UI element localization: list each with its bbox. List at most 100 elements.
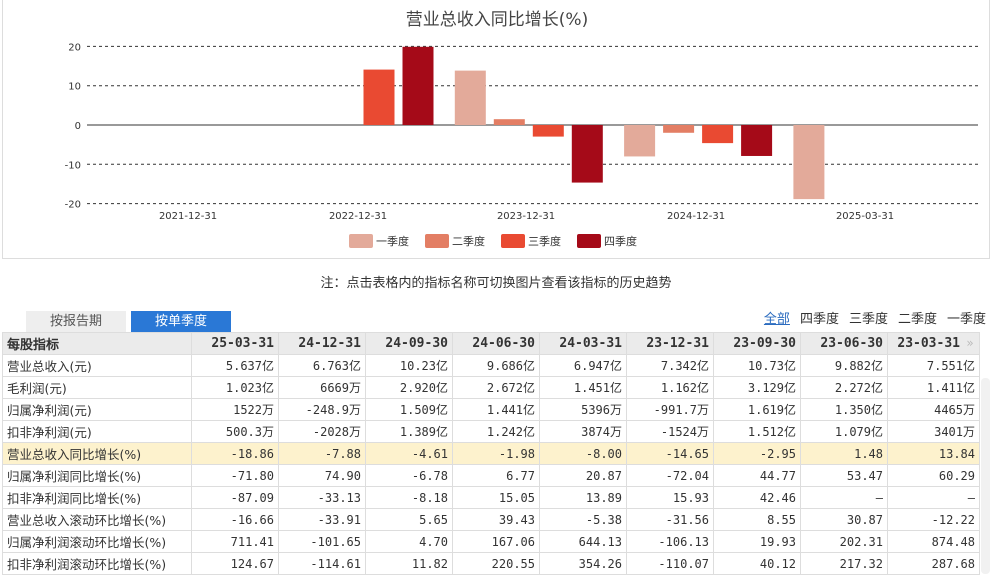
table-cell: -16.66 — [191, 508, 279, 531]
indicator-name[interactable]: 扣非净利润同比增长(%) — [2, 486, 192, 509]
table-cell: -114.61 — [278, 552, 366, 575]
header-period[interactable]: 25-03-31 — [191, 332, 279, 355]
table-cell: 2.920亿 — [365, 376, 453, 399]
table-cell: 11.82 — [365, 552, 453, 575]
bar-2023-12-31[interactable] — [571, 125, 603, 183]
legend-swatch[interactable] — [501, 234, 525, 248]
bar-2024-12-31[interactable] — [741, 125, 773, 156]
table-cell: -8.18 — [365, 486, 453, 509]
table-cell: -7.88 — [278, 442, 366, 465]
indicator-name[interactable]: 营业总收入滚动环比增长(%) — [2, 508, 192, 531]
legend-swatch[interactable] — [349, 234, 373, 248]
table-cell: 10.23亿 — [365, 354, 453, 377]
table-cell: 4.70 — [365, 530, 453, 553]
table-row: 扣非净利润(元) 500.3万 -2028万 1.389亿 1.242亿 3874万 -15… — [2, 420, 980, 443]
table-cell: 1.619亿 — [713, 398, 801, 421]
indicator-name[interactable]: 毛利润(元) — [2, 376, 192, 399]
table-cell: 220.55 — [452, 552, 540, 575]
indicator-name[interactable]: 扣非净利润滚动环比增长(%) — [2, 552, 192, 575]
table-cell: -14.65 — [626, 442, 714, 465]
legend-label[interactable]: 二季度 — [452, 234, 485, 248]
tab-by-report-period[interactable]: 按报告期 — [26, 311, 126, 332]
table-cell: 167.06 — [452, 530, 540, 553]
indicator-name[interactable]: 归属净利润滚动环比增长(%) — [2, 530, 192, 553]
table-cell: 1.451亿 — [539, 376, 627, 399]
table-cell: 1.509亿 — [365, 398, 453, 421]
table-cell: 1.350亿 — [800, 398, 888, 421]
table-cell: 13.89 — [539, 486, 627, 509]
legend-label[interactable]: 一季度 — [376, 234, 409, 248]
table-cell: 5396万 — [539, 398, 627, 421]
table-cell: 124.67 — [191, 552, 279, 575]
table-cell: 39.43 — [452, 508, 540, 531]
table-cell: 1.512亿 — [713, 420, 801, 443]
table-cell: -71.80 — [191, 464, 279, 487]
bar-2023-06-30[interactable] — [493, 119, 525, 125]
indicator-name[interactable]: 归属净利润(元) — [2, 398, 192, 421]
table-cell: 3401万 — [887, 420, 980, 443]
bar-2023-03-31[interactable] — [454, 70, 486, 125]
hint-note: 注：点击表格内的指标名称可切换图片查看该指标的历史趋势 — [320, 276, 672, 291]
table-cell: 217.32 — [800, 552, 888, 575]
bar-2022-12-31[interactable] — [402, 46, 434, 125]
table-cell: 13.84 — [887, 442, 980, 465]
header-period[interactable]: 23-12-31 — [626, 332, 714, 355]
table-cell: -991.7万 — [626, 398, 714, 421]
table-cell: 4465万 — [887, 398, 980, 421]
legend-swatch[interactable] — [577, 234, 601, 248]
indicator-name[interactable]: 归属净利润同比增长(%) — [2, 464, 192, 487]
bar-2024-09-30[interactable] — [702, 125, 734, 144]
bar-2025-03-31[interactable] — [793, 125, 825, 200]
x-tick-label: 2025-03-31 — [836, 211, 894, 222]
header-period[interactable]: 23-03-31 — [887, 332, 980, 355]
table-row: 归属净利润同比增长(%) -71.80 74.90 -6.78 6.77 20.87 -72… — [2, 464, 980, 487]
bar-2023-09-30[interactable] — [532, 125, 564, 137]
scroll-right-icon[interactable]: » — [962, 334, 978, 352]
table-cell: -101.65 — [278, 530, 366, 553]
table-cell: 1.441亿 — [452, 398, 540, 421]
table-cell: 500.3万 — [191, 420, 279, 443]
filter-all[interactable]: 全部 — [763, 312, 790, 327]
header-period[interactable]: 24-06-30 — [452, 332, 540, 355]
x-tick-label: 2024-12-31 — [667, 211, 725, 222]
bar-2024-06-30[interactable] — [663, 125, 695, 133]
table-cell: — — [887, 486, 980, 509]
header-period[interactable]: 23-09-30 — [713, 332, 801, 355]
header-period[interactable]: 23-06-30 — [800, 332, 888, 355]
x-tick-label: 2023-12-31 — [497, 211, 555, 222]
table-row: 营业总收入滚动环比增长(%) -16.66 -33.91 5.65 39.43 -5.38… — [2, 508, 980, 531]
vertical-scrollbar[interactable] — [981, 378, 990, 574]
bar-2024-03-31[interactable] — [624, 125, 656, 157]
filter-q1[interactable]: 一季度 — [946, 312, 986, 327]
table-cell: 42.46 — [713, 486, 801, 509]
table-cell: 1.162亿 — [626, 376, 714, 399]
legend-label[interactable]: 四季度 — [604, 234, 637, 248]
table-cell: 5.637亿 — [191, 354, 279, 377]
header-period[interactable]: 24-03-31 — [539, 332, 627, 355]
table-cell: 6.947亿 — [539, 354, 627, 377]
bar-2022-09-30[interactable] — [363, 69, 395, 125]
table-cell: -2.95 — [713, 442, 801, 465]
legend-swatch[interactable] — [425, 234, 449, 248]
filter-q3[interactable]: 三季度 — [848, 312, 888, 327]
legend-label[interactable]: 三季度 — [528, 234, 561, 248]
table-row: 扣非净利润同比增长(%) -87.09 -33.13 -8.18 15.05 13.89 1… — [2, 486, 980, 509]
table-cell: -33.13 — [278, 486, 366, 509]
header-period[interactable]: 24-09-30 — [365, 332, 453, 355]
header-period[interactable]: 24-12-31 — [278, 332, 366, 355]
table-cell: 644.13 — [539, 530, 627, 553]
indicator-name[interactable]: 营业总收入同比增长(%) — [2, 442, 192, 465]
table-cell: 1.389亿 — [365, 420, 453, 443]
table-row: 营业总收入同比增长(%) -18.86 -7.88 -4.61 -1.98 -8.00 -1… — [2, 442, 980, 465]
filter-q4[interactable]: 四季度 — [799, 312, 839, 327]
indicator-name[interactable]: 营业总收入(元) — [2, 354, 192, 377]
table-cell: 8.55 — [713, 508, 801, 531]
table-cell: -33.91 — [278, 508, 366, 531]
tab-by-single-quarter[interactable]: 按单季度 — [131, 311, 231, 332]
filter-q2[interactable]: 二季度 — [897, 312, 937, 327]
table-cell: 202.31 — [800, 530, 888, 553]
indicator-table: 每股指标 25-03-31 24-12-31 24-09-30 24-06-30 24-0… — [2, 332, 980, 575]
indicator-name[interactable]: 扣非净利润(元) — [2, 420, 192, 443]
table-cell: -106.13 — [626, 530, 714, 553]
table-cell: -72.04 — [626, 464, 714, 487]
